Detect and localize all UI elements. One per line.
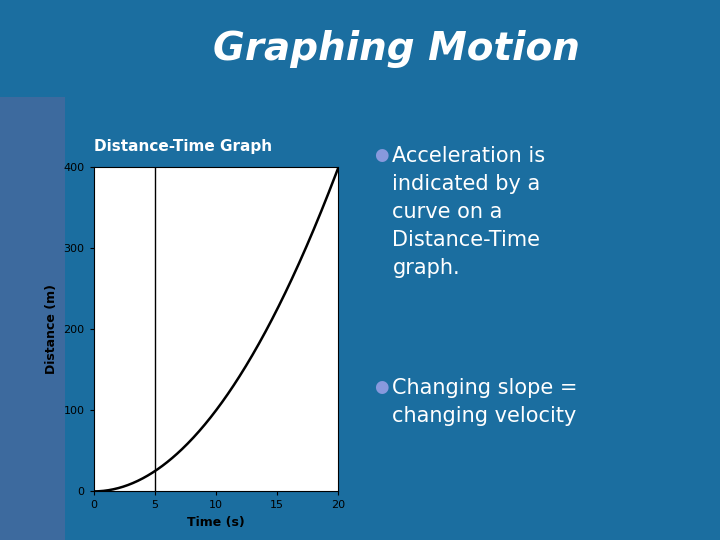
Text: changing velocity: changing velocity [392, 406, 577, 426]
X-axis label: Time (s): Time (s) [187, 516, 245, 529]
Text: indicated by a: indicated by a [392, 174, 541, 194]
Text: Distance-Time: Distance-Time [392, 230, 541, 250]
Y-axis label: Distance (m): Distance (m) [45, 285, 58, 374]
Text: ●: ● [374, 146, 389, 164]
Text: Graphing Motion: Graphing Motion [212, 30, 580, 68]
Text: curve on a: curve on a [392, 202, 503, 222]
Text: graph.: graph. [392, 258, 460, 278]
Text: Distance-Time Graph: Distance-Time Graph [94, 139, 271, 154]
Circle shape [0, 0, 91, 540]
Text: Acceleration is: Acceleration is [392, 146, 546, 166]
Text: ●: ● [374, 378, 389, 396]
Text: Changing slope =: Changing slope = [392, 378, 578, 398]
